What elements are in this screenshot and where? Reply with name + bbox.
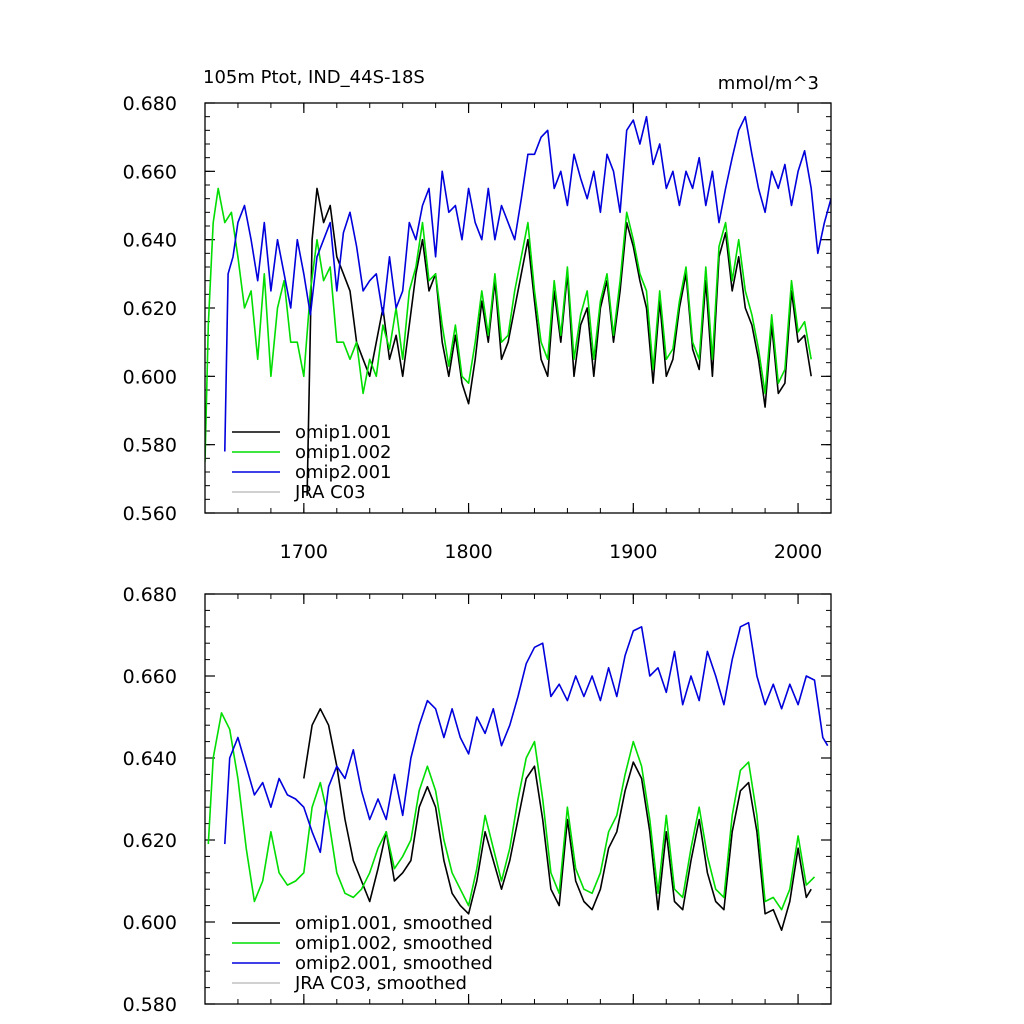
y-tick-label: 0.560 (123, 503, 177, 525)
y-tick-label: 0.600 (123, 366, 177, 388)
y-tick-label: 0.640 (123, 230, 177, 252)
series-line-omip2-001 (224, 115, 831, 452)
legend-label: omip1.001, smoothed (295, 913, 493, 934)
series-line-omip1-002-smoothed (207, 712, 816, 911)
legend-label: omip1.002 (295, 442, 392, 463)
x-tick-label: 1900 (609, 541, 657, 563)
x-tick-label: 1700 (280, 541, 328, 563)
y-tick-label: 0.620 (123, 830, 177, 852)
y-tick-label: 0.680 (123, 93, 177, 115)
y-tick-label: 0.620 (123, 298, 177, 320)
series-line-omip1-001-smoothed (303, 707, 812, 932)
y-tick-label: 0.640 (123, 748, 177, 770)
series-line-omip1-001 (306, 187, 812, 496)
chart-title: 105m Ptot, IND_44S-18S (203, 67, 425, 88)
series-line-omip1-002 (205, 187, 812, 462)
plot-frame (204, 102, 832, 514)
bottom-panel: 0.580 0.600 0.620 0.640 0.660 0.680 omip1.001,… (123, 584, 832, 1016)
y-tick-label: 0.580 (123, 994, 177, 1016)
legend-label: omip1.002, smoothed (295, 933, 493, 954)
y-tick-label: 0.660 (123, 161, 177, 183)
x-tick-label: 1800 (444, 541, 492, 563)
legend-label: JRA C03, smoothed (294, 973, 467, 994)
top-panel: 0.560 0.580 0.600 0.620 0.640 0.660 0.680 1700 1… (123, 67, 832, 563)
units-label: mmol/m^3 (718, 73, 819, 94)
y-tick-label: 0.660 (123, 666, 177, 688)
y-tick-label: 0.600 (123, 912, 177, 934)
legend-label: omip1.001 (295, 422, 392, 443)
legend-label: omip2.001 (295, 462, 392, 483)
y-tick-label: 0.680 (123, 584, 177, 606)
legend-label: JRA C03 (294, 482, 366, 503)
x-tick-label: 2000 (774, 541, 822, 563)
y-tick-label: 0.580 (123, 435, 177, 457)
plot-frame (204, 593, 832, 1005)
series-line-omip2-001-smoothed (224, 621, 829, 854)
legend-label: omip2.001, smoothed (295, 953, 493, 974)
